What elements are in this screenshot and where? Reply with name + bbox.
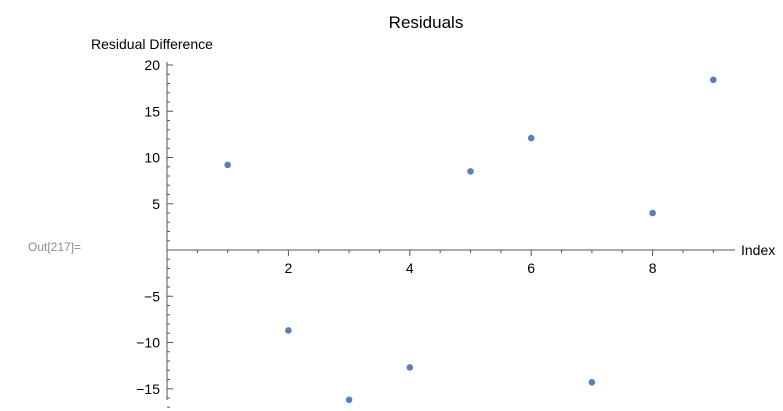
y-axis-label: Residual Difference (91, 36, 213, 52)
data-point (710, 76, 717, 84)
y-tick-label: −15 (136, 381, 160, 397)
y-tick-label: −10 (136, 335, 160, 351)
data-point (224, 161, 231, 169)
x-tick-label: 4 (406, 260, 414, 276)
data-point (285, 327, 292, 334)
chart-title: Residuals (389, 13, 464, 32)
y-axis-ticks: −15 −10 −5 5 10 15 20 (136, 57, 173, 408)
output-cell-label: Out[217]= (28, 240, 81, 254)
data-point (406, 364, 414, 371)
data-point (345, 396, 353, 404)
data-point (527, 134, 535, 142)
data-point (588, 378, 596, 386)
x-axis-label: Index (741, 242, 775, 258)
data-point (649, 209, 656, 217)
x-tick-label: 8 (649, 260, 657, 276)
y-tick-label: 5 (152, 196, 160, 212)
x-axis-ticks: 2 4 6 8 (196, 250, 714, 276)
data-points (224, 76, 717, 404)
y-tick-label: −5 (144, 288, 160, 304)
data-point (467, 168, 474, 175)
x-tick-label: 2 (285, 260, 293, 276)
y-tick-label: 15 (144, 103, 160, 119)
y-tick-label: 10 (144, 150, 160, 166)
y-tick-label: 20 (144, 57, 160, 73)
x-tick-label: 6 (527, 260, 535, 276)
